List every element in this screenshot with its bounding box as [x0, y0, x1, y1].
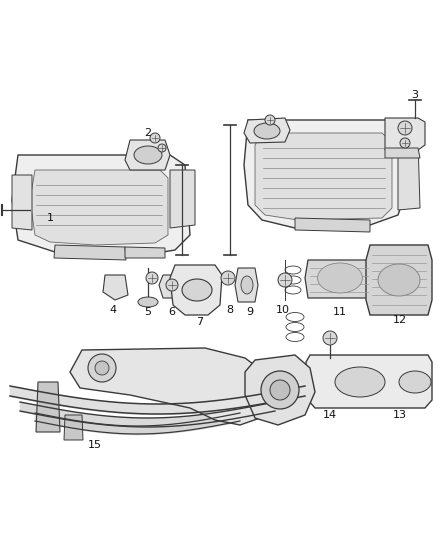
Polygon shape [125, 247, 165, 258]
Text: 15: 15 [88, 440, 102, 450]
Text: 6: 6 [169, 307, 176, 317]
Circle shape [323, 331, 337, 345]
Circle shape [265, 115, 275, 125]
Text: 14: 14 [323, 410, 337, 420]
Circle shape [146, 272, 158, 284]
Text: 12: 12 [393, 315, 407, 325]
Circle shape [158, 144, 166, 152]
Circle shape [278, 273, 292, 287]
Polygon shape [235, 268, 258, 302]
Ellipse shape [378, 264, 420, 296]
Text: 11: 11 [333, 307, 347, 317]
Text: 4: 4 [110, 305, 117, 315]
Polygon shape [385, 148, 420, 158]
Ellipse shape [95, 361, 109, 375]
Polygon shape [64, 415, 83, 440]
Polygon shape [385, 118, 425, 150]
Circle shape [150, 133, 160, 143]
Ellipse shape [182, 279, 212, 301]
Text: 13: 13 [393, 410, 407, 420]
Text: 8: 8 [226, 305, 233, 315]
Ellipse shape [241, 276, 253, 294]
Text: 5: 5 [145, 307, 152, 317]
Polygon shape [12, 175, 32, 230]
Polygon shape [159, 275, 184, 298]
Polygon shape [305, 260, 373, 298]
Polygon shape [244, 120, 405, 228]
Polygon shape [125, 140, 170, 170]
Polygon shape [36, 382, 60, 432]
Polygon shape [30, 170, 168, 245]
Polygon shape [366, 245, 432, 315]
Text: 9: 9 [247, 307, 254, 317]
Text: 10: 10 [276, 305, 290, 315]
Polygon shape [103, 275, 128, 300]
Circle shape [398, 121, 412, 135]
Polygon shape [306, 355, 432, 408]
Text: 2: 2 [145, 128, 152, 138]
Polygon shape [170, 170, 195, 228]
Polygon shape [255, 133, 392, 220]
Ellipse shape [335, 367, 385, 397]
Ellipse shape [318, 263, 363, 293]
Text: 3: 3 [411, 90, 418, 100]
Circle shape [166, 279, 178, 291]
Circle shape [221, 271, 235, 285]
Ellipse shape [88, 354, 116, 382]
Text: 1: 1 [46, 213, 53, 223]
Ellipse shape [254, 123, 280, 139]
Ellipse shape [270, 380, 290, 400]
Ellipse shape [138, 297, 158, 307]
Ellipse shape [261, 371, 299, 409]
Polygon shape [170, 265, 222, 315]
Polygon shape [12, 155, 190, 258]
Circle shape [400, 138, 410, 148]
Ellipse shape [399, 371, 431, 393]
Ellipse shape [134, 146, 162, 164]
Polygon shape [54, 245, 126, 260]
Polygon shape [244, 118, 290, 143]
Text: 7: 7 [196, 317, 204, 327]
Polygon shape [70, 348, 275, 425]
Polygon shape [398, 140, 420, 210]
Polygon shape [245, 355, 315, 425]
Polygon shape [295, 218, 370, 232]
